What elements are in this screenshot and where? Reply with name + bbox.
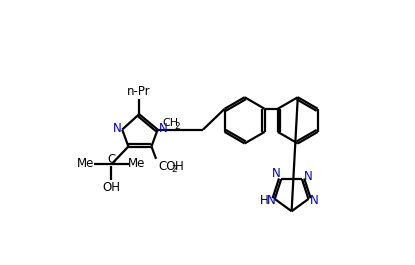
Text: N: N: [310, 194, 319, 207]
Text: Me: Me: [128, 157, 146, 170]
Text: N: N: [304, 170, 312, 183]
Text: 2: 2: [172, 165, 177, 174]
Text: n-Pr: n-Pr: [127, 85, 151, 98]
Text: N: N: [159, 122, 167, 135]
Text: C: C: [107, 153, 115, 166]
Text: OH: OH: [103, 181, 120, 194]
Text: H: H: [175, 160, 183, 173]
Text: H: H: [260, 194, 269, 207]
Text: N: N: [272, 166, 281, 179]
Text: CH: CH: [163, 118, 179, 129]
Text: CO: CO: [158, 160, 176, 173]
Text: N: N: [267, 194, 276, 207]
Text: N: N: [112, 122, 121, 135]
Text: Me: Me: [77, 157, 95, 170]
Text: 2: 2: [175, 122, 181, 131]
